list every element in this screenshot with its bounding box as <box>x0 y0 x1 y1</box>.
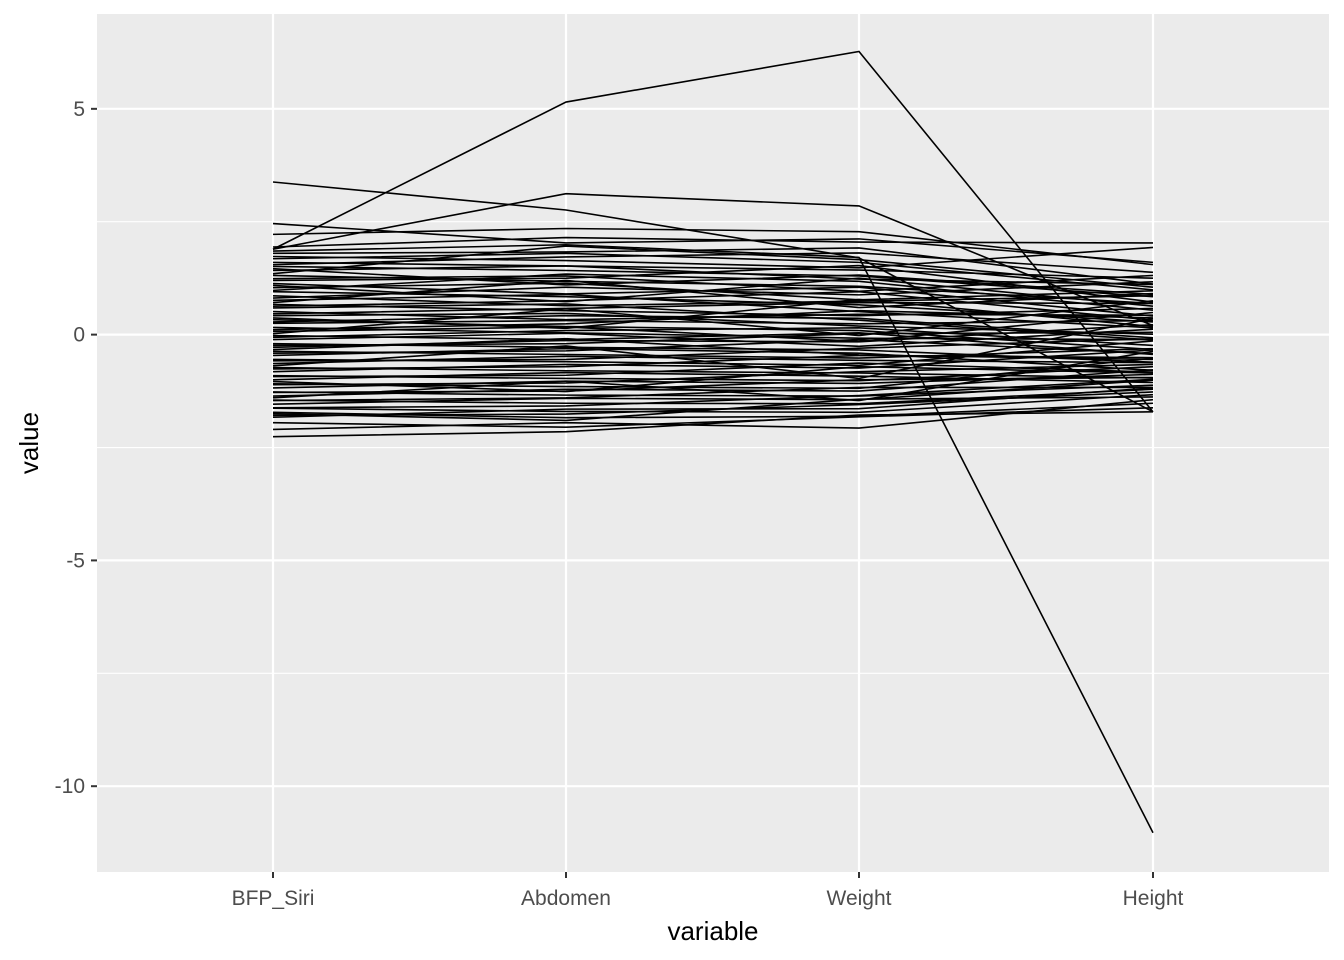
series-line-2 <box>272 181 1154 413</box>
series-line-8 <box>272 247 1154 285</box>
series-line-28 <box>272 311 1154 343</box>
series-line-78 <box>272 337 1154 361</box>
series-line-52 <box>272 411 1154 438</box>
series-line-6 <box>272 227 1154 266</box>
series-line-64 <box>272 338 1154 355</box>
x-tick-label-height: Height <box>1123 887 1184 910</box>
series-line-58 <box>272 290 1154 321</box>
series-line-30 <box>272 328 1154 348</box>
series-line-50 <box>272 406 1154 428</box>
series-line-59 <box>272 301 1154 315</box>
x-axis-title: variable <box>667 916 758 946</box>
series-line-24 <box>272 312 1154 335</box>
series-line-47 <box>272 393 1154 414</box>
y-axis: 5 0 -5 -10 <box>55 98 97 798</box>
series-line-46 <box>272 379 1154 405</box>
series-line-9 <box>272 246 1154 269</box>
series-line-74 <box>272 277 1154 307</box>
series-line-69 <box>272 376 1154 394</box>
series-lines <box>272 50 1154 834</box>
series-line-79 <box>272 317 1154 380</box>
series-line-1 <box>272 50 1154 413</box>
series-line-77 <box>272 299 1154 337</box>
series-line-5 <box>272 222 1154 264</box>
series-line-73 <box>272 267 1154 296</box>
series-line-61 <box>272 309 1154 331</box>
series-line-53 <box>272 252 1154 274</box>
series-line-81 <box>272 350 1154 402</box>
series-line-54 <box>272 245 1154 289</box>
series-line-4 <box>272 243 1154 834</box>
y-tick-label: 0 <box>73 324 85 347</box>
series-line-56 <box>272 273 1154 312</box>
y-tick-label: 5 <box>73 98 85 121</box>
series-line-76 <box>272 298 1154 330</box>
x-tick-label-bfp-siri: BFP_Siri <box>232 887 315 910</box>
series-line-82 <box>272 396 1154 422</box>
x-axis: BFP_Siri Abdomen Weight Height <box>232 872 1184 910</box>
y-tick-label: -5 <box>66 549 85 572</box>
series-line-68 <box>272 363 1154 386</box>
series-line-10 <box>272 252 1154 291</box>
series-line-75 <box>272 279 1154 309</box>
x-tick-label-abdomen: Abdomen <box>521 887 611 910</box>
series-line-71 <box>272 378 1154 409</box>
x-tick-label-weight: Weight <box>827 887 892 910</box>
series-line-62 <box>272 327 1154 347</box>
y-axis-title: value <box>14 412 44 474</box>
series-line-65 <box>272 337 1154 362</box>
series-line-57 <box>272 280 1154 299</box>
series-line-7 <box>272 236 1154 248</box>
y-tick-label: -10 <box>55 775 85 798</box>
series-line-20 <box>272 293 1154 329</box>
plot-panel <box>97 14 1329 872</box>
series-line-80 <box>272 365 1154 393</box>
series-line-55 <box>272 264 1154 303</box>
